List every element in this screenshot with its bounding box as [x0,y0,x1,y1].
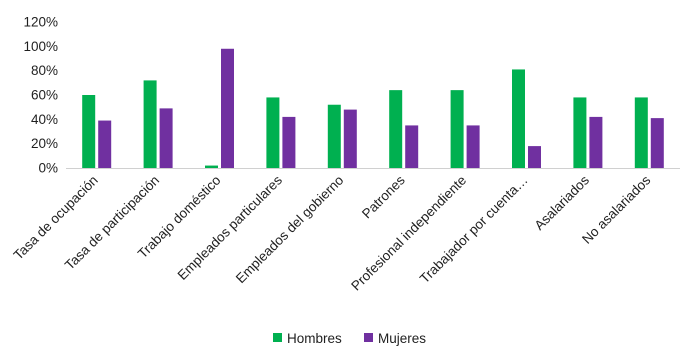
x-category-label: Empleados particulares [175,172,286,283]
y-axis: 0% 20% 40% 60% 80% 100% 120% [23,15,58,176]
y-tick-label: 60% [31,88,58,103]
y-tick-label: 20% [31,136,58,151]
legend-swatch-hombres [273,333,282,342]
bar-mujeres [98,120,112,168]
y-tick-label: 120% [23,15,58,30]
bar-hombres [634,97,648,168]
legend-label-hombres: Hombres [287,331,342,346]
bar-hombres [82,95,96,168]
legend-label-mujeres: Mujeres [378,331,426,346]
bar-mujeres [528,146,541,168]
bar-mujeres [650,118,664,168]
bar-hombres [573,97,587,168]
bar-mujeres [466,125,480,168]
y-tick-label: 80% [31,63,58,78]
bar-mujeres [159,108,173,168]
legend-swatch-mujeres [364,333,373,342]
x-category-label: Asalariados [532,172,593,233]
bar-hombres [389,90,403,168]
y-tick-label: 0% [38,161,58,176]
x-category-label: Profesional independiente [348,173,469,294]
bar-hombres [266,97,280,168]
bar-mujeres [589,116,603,168]
bar-hombres [450,90,464,168]
bar-hombres [205,165,218,168]
y-tick-label: 100% [23,39,58,54]
x-category-label: Patrones [359,172,408,221]
legend: Hombres Mujeres [273,331,426,346]
x-category-label: Trabajador por cuenta… [417,173,531,287]
bar-mujeres [282,116,296,168]
bar-mujeres [405,125,419,168]
bar-mujeres [343,109,357,168]
bar-hombres [327,104,341,168]
bar-mujeres [221,48,234,169]
bar-hombres [512,69,525,168]
bars [82,48,664,169]
bar-hombres [143,80,157,168]
y-tick-label: 40% [31,112,58,127]
x-category-label: Empleados del gobierno [233,173,347,287]
